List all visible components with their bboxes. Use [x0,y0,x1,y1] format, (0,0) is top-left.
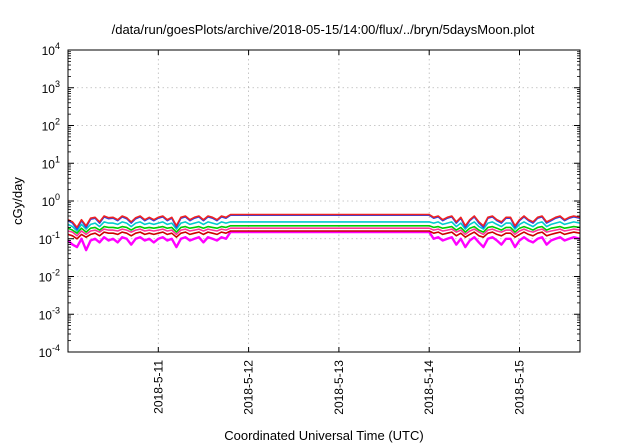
x-axis-label: Coordinated Universal Time (UTC) [224,428,423,443]
y-tick-label: 100 [42,192,60,209]
y-tick-base: 10 [42,120,56,134]
series-line [67,213,581,229]
y-tick-base: 10 [39,233,53,247]
x-tick-label: 2018-5-15 [512,360,526,415]
y-tick-base: 10 [39,308,53,322]
x-tick-label: 2018-5-13 [332,360,346,415]
y-tick-base: 10 [39,346,53,360]
y-tick-exponent: 0 [55,192,60,202]
y-tick-exponent: 3 [55,79,60,89]
y-tick-label: 102 [42,117,60,134]
y-tick-exponent: -3 [52,305,60,315]
x-tick-label: 2018-5-12 [242,360,256,415]
y-tick-base: 10 [42,157,56,171]
y-tick-exponent: -1 [52,230,60,240]
y-tick-exponent: -2 [52,268,60,278]
series-layer [67,213,581,252]
y-tick-label: 104 [42,41,60,58]
y-tick-base: 10 [39,271,53,285]
chart-title: /data/run/goesPlots/archive/2018-05-15/1… [112,22,535,37]
y-tick-base: 10 [42,44,56,58]
y-tick-label: 10-4 [39,343,60,360]
tick-layer: 2018-5-11 2018-5-12 2018-5-13 2018-5-14 2018… [39,41,580,415]
y-axis-label: cGy/day [10,177,25,225]
series-line [67,225,581,234]
series-line [67,221,581,232]
series-line [67,230,581,252]
grid-layer [68,50,580,352]
y-tick-label: 103 [42,79,60,96]
y-tick-exponent: -4 [52,343,60,353]
y-tick-base: 10 [42,82,56,96]
series-line [67,230,581,240]
y-tick-exponent: 1 [55,154,60,164]
y-tick-label: 10-1 [39,230,60,247]
y-tick-label: 10-3 [39,305,60,322]
y-tick-label: 101 [42,154,60,171]
y-tick-exponent: 2 [55,117,60,127]
y-tick-label: 10-2 [39,268,60,285]
x-tick-label: 2018-5-14 [422,360,436,415]
y-tick-exponent: 4 [55,41,60,51]
series-line [67,227,581,237]
y-tick-base: 10 [42,195,56,209]
x-tick-label: 2018-5-11 [151,360,165,414]
